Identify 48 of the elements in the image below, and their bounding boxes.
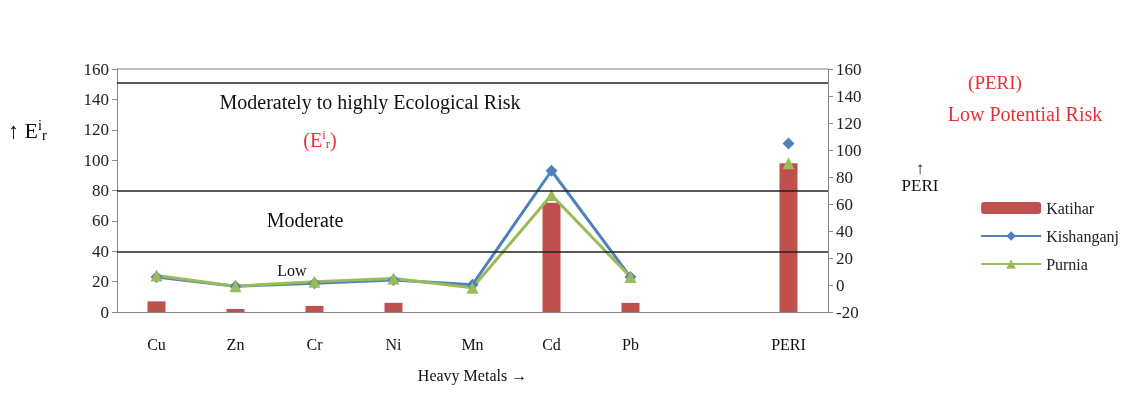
point — [782, 137, 795, 150]
y-tick-label: 140 — [83, 89, 109, 109]
point — [545, 164, 558, 177]
bar — [226, 308, 245, 312]
bar — [384, 302, 403, 312]
bar — [542, 202, 561, 312]
y-tick-label: 100 — [83, 150, 109, 170]
y2-tick-label: 100 — [836, 140, 862, 160]
y2-tick-label: 60 — [836, 194, 853, 214]
x-tick-label: Ni — [385, 335, 403, 353]
x-tick-label: Cu — [147, 335, 166, 353]
x-tick-label: Pb — [622, 335, 639, 353]
bar — [779, 163, 798, 312]
y2-tick-label: 20 — [836, 248, 853, 268]
bar — [147, 301, 166, 312]
x-tick-label: Cr — [306, 335, 324, 353]
text: Low Potential Risk — [947, 103, 1103, 125]
point — [782, 157, 795, 170]
y2-axis-title: ↑ PERI — [901, 159, 939, 195]
y-tick-label: 40 — [92, 241, 109, 261]
bar — [621, 302, 640, 312]
annotation: Moderate — [266, 209, 344, 231]
y2-tick-label: -20 — [836, 302, 859, 322]
x-tick-label: Zn — [226, 335, 245, 353]
point — [545, 189, 558, 202]
x-tick-label: Mn — [461, 335, 484, 353]
y2-tick-label: 80 — [836, 167, 853, 187]
legend-label: Kishanganj — [1046, 227, 1119, 246]
y-tick-label: 120 — [83, 120, 109, 140]
x-axis-title: Heavy Metals → — [417, 366, 528, 385]
annotation: Moderately to highly Ecological Risk — [219, 91, 521, 114]
annotation: Low — [277, 261, 308, 279]
legend-label: Purnia — [1046, 255, 1088, 273]
y-tick-label: 80 — [92, 181, 109, 200]
bar — [305, 305, 324, 312]
text: (PERI) — [968, 72, 1022, 94]
y2-tick-label: 160 — [836, 59, 862, 79]
x-tick-label: PERI — [771, 335, 806, 353]
y2-tick-label: 0 — [836, 275, 845, 295]
y-tick-label: 60 — [92, 211, 109, 231]
legend-label: Katihar — [1046, 199, 1095, 217]
y2-tick-label: 140 — [836, 86, 862, 106]
y-tick-label: 20 — [92, 272, 109, 292]
y2-tick-label: 120 — [836, 113, 862, 133]
y-tick-label: 160 — [83, 59, 109, 79]
y-tick-label: 0 — [100, 302, 109, 322]
x-tick-label: Cd — [542, 335, 561, 353]
y2-tick-label: 40 — [836, 221, 853, 241]
